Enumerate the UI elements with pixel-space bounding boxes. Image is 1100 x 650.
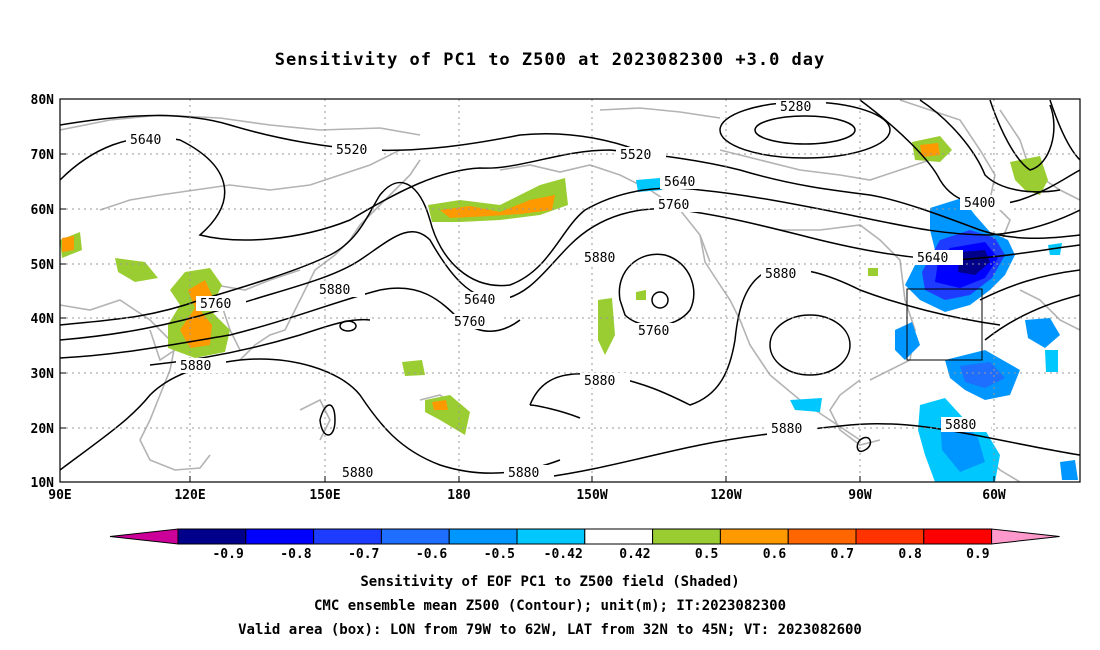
colorbar-swatch: [855, 528, 925, 545]
colorbar-label: -0.9: [212, 547, 243, 562]
contour-label: 5520: [616, 147, 666, 163]
contour-label: 5760: [196, 296, 246, 312]
svg-text:5760: 5760: [454, 315, 485, 330]
svg-text:5520: 5520: [336, 143, 367, 158]
colorbar-swatch: [313, 528, 382, 545]
colorbar-label: 0.42: [619, 547, 650, 562]
lat-tick-labels: 80N 70N 60N 50N 40N 30N 20N 10N: [31, 93, 55, 491]
lat-label-20N: 20N: [31, 422, 55, 437]
svg-text:5880: 5880: [765, 267, 796, 282]
colorbar-label: -0.7: [348, 547, 379, 562]
colorbar-label: 0.8: [898, 547, 922, 562]
svg-text:5280: 5280: [780, 100, 811, 115]
valid-area-box: [906, 288, 983, 361]
lon-label-90W: 90W: [848, 488, 872, 503]
gridlines: [60, 99, 1080, 482]
contour-label: 5880: [761, 266, 811, 282]
colorbar-label: 0.5: [695, 547, 718, 562]
colorbar-swatch: [719, 528, 789, 545]
caption-line-2: CMC ensemble mean Z500 (Contour); unit(m…: [313, 598, 786, 614]
contour-label: 5880: [315, 282, 365, 298]
contour-label: 5400: [960, 195, 1010, 211]
colorbar-swatch: [516, 528, 586, 545]
contour-label: 5880: [504, 465, 554, 481]
contour-labels: 5640 5520 5520 5280 5640 5760 5400 5640 …: [126, 99, 1010, 481]
lon-label-60W: 60W: [982, 488, 1006, 503]
contour-label: 5880: [176, 358, 226, 374]
contour-label: 5760: [654, 197, 704, 213]
colorbar-label: 0.6: [763, 547, 787, 562]
svg-text:5640: 5640: [917, 251, 948, 266]
colorbar-swatch: [923, 528, 993, 545]
svg-text:5760: 5760: [200, 297, 231, 312]
plot-title: Sensitivity of PC1 to Z500 at 2023082300…: [274, 50, 826, 70]
svg-text:5880: 5880: [584, 374, 615, 389]
colorbar: -0.9 -0.8 -0.7 -0.6 -0.5 -0.42 0.42 0.5 0.6 0.7 0.…: [109, 528, 1060, 562]
colorbar-label: -0.42: [544, 547, 583, 562]
contour-label: 5760: [634, 323, 684, 339]
sensitivity-shading: [60, 136, 1078, 482]
lat-label-30N: 30N: [31, 367, 55, 382]
tick-marks: [60, 98, 995, 482]
svg-text:5880: 5880: [584, 251, 615, 266]
contour-label: 5640: [660, 174, 710, 190]
lat-label-70N: 70N: [31, 148, 55, 163]
caption-line-1: Sensitivity of EOF PC1 to Z500 field (Sh…: [360, 574, 740, 590]
colorbar-label: -0.8: [280, 547, 311, 562]
lon-label-120W: 120W: [710, 488, 741, 503]
lat-label-80N: 80N: [31, 93, 55, 108]
contour-label: 5880: [338, 465, 388, 481]
svg-text:5640: 5640: [464, 293, 495, 308]
svg-text:5880: 5880: [945, 418, 976, 433]
lat-label-40N: 40N: [31, 312, 55, 327]
lon-label-180: 180: [447, 488, 471, 503]
lat-label-60N: 60N: [31, 203, 55, 218]
colorbar-swatch: [584, 528, 654, 545]
svg-text:5520: 5520: [620, 148, 651, 163]
contour-label: 5880: [941, 417, 991, 433]
contour-label: 5280: [776, 99, 826, 115]
contour-label: 5520: [332, 142, 382, 158]
svg-text:5880: 5880: [180, 359, 211, 374]
colorbar-swatch: [177, 528, 247, 545]
svg-text:5880: 5880: [508, 466, 539, 481]
svg-text:5400: 5400: [964, 196, 995, 211]
lat-label-50N: 50N: [31, 258, 55, 273]
colorbar-label: -0.5: [484, 547, 515, 562]
lon-tick-labels: 90E 120E 150E 180 150W 120W 90W 60W: [48, 488, 1006, 503]
lon-label-120E: 120E: [174, 488, 205, 503]
colorbar-swatch: [448, 528, 518, 545]
lon-label-90E: 90E: [48, 488, 71, 503]
caption-line-3: Valid area (box): LON from 79W to 62W, L…: [238, 622, 862, 638]
svg-text:5880: 5880: [319, 283, 350, 298]
contour-label: 5880: [767, 421, 817, 437]
svg-text:5880: 5880: [342, 466, 373, 481]
colorbar-swatch: [245, 528, 315, 545]
contour-label: 5640: [126, 132, 176, 148]
contour-label: 5880: [580, 373, 630, 389]
contour-label: 5760: [450, 314, 500, 330]
contour-label: 5640: [913, 250, 963, 266]
contour-label: 5880: [580, 250, 630, 266]
map-frame: [59, 98, 1081, 483]
svg-text:5760: 5760: [638, 324, 669, 339]
colorbar-label: -0.6: [416, 547, 447, 562]
lon-label-150W: 150W: [576, 488, 607, 503]
colorbar-end-low: [109, 528, 179, 545]
svg-text:5760: 5760: [658, 198, 689, 213]
lon-label-150E: 150E: [309, 488, 340, 503]
colorbar-label: 0.9: [966, 547, 989, 562]
colorbar-swatch: [652, 528, 721, 545]
colorbar-end-high: [991, 528, 1060, 545]
contour-label: 5640: [460, 292, 510, 308]
colorbar-swatch: [380, 528, 450, 545]
colorbar-label: 0.7: [831, 547, 854, 562]
colorbar-swatch: [787, 528, 857, 545]
svg-text:5640: 5640: [130, 133, 161, 148]
svg-text:5640: 5640: [664, 175, 695, 190]
svg-text:5880: 5880: [771, 422, 802, 437]
lat-label-10N: 10N: [31, 476, 55, 491]
